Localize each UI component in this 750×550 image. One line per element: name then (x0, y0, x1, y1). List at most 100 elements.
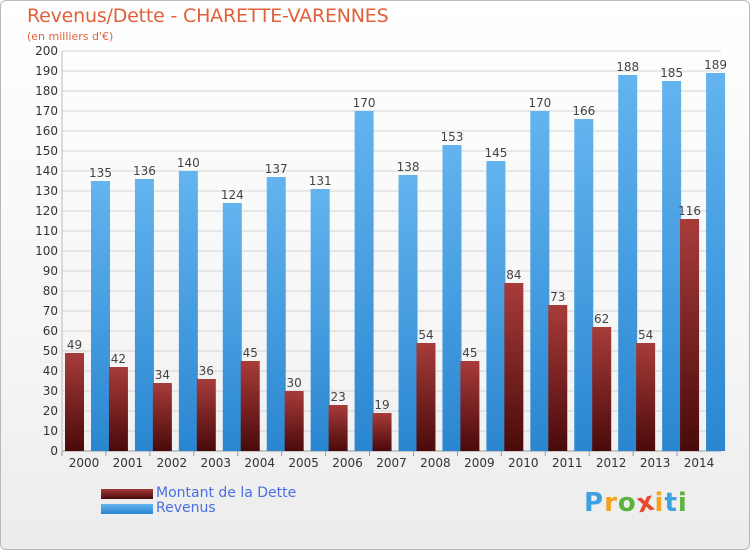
bar-debt (460, 361, 480, 451)
x-tick-label: 2004 (244, 456, 275, 470)
bar-debt (196, 379, 216, 451)
value-label-revenue: 153 (441, 130, 464, 144)
value-label-revenue: 166 (572, 104, 595, 118)
y-tick-label: 120 (35, 204, 58, 218)
value-label-debt: 73 (550, 290, 565, 304)
x-tick-label: 2012 (596, 456, 627, 470)
bar-revenue (354, 111, 374, 451)
y-tick-label: 20 (43, 404, 58, 418)
y-axis-ticks: 0 10 20 30 40 50 60 70 80 90 100 110 120 130 140 150 160… (35, 44, 58, 458)
logo-letter: P (584, 488, 605, 518)
bar-revenue (486, 161, 506, 451)
x-tick-label: 2007 (376, 456, 407, 470)
bar-revenue (662, 81, 682, 451)
x-tick-label: 2011 (552, 456, 583, 470)
value-label-revenue: 131 (309, 174, 332, 188)
bar-revenue (618, 75, 638, 451)
bars: 49 135 42 136 34 140 36 124 45 137 30 131 23 170 19 138… (65, 58, 727, 451)
x-tick-label: 2014 (684, 456, 715, 470)
bar-revenue (574, 119, 594, 451)
y-tick-label: 130 (35, 184, 58, 198)
value-label-debt: 36 (199, 364, 214, 378)
bar-debt (680, 219, 700, 451)
x-tick-label: 2001 (113, 456, 144, 470)
y-tick-label: 100 (35, 244, 58, 258)
y-tick-label: 0 (50, 444, 58, 458)
y-tick-label: 90 (43, 264, 58, 278)
value-label-revenue: 170 (528, 96, 551, 110)
x-axis-ticks: 2000 2001 2002 2003 2004 2005 2006 2007 2008 2009… (61, 451, 715, 470)
value-label-debt: 116 (678, 204, 701, 218)
y-tick-label: 80 (43, 284, 58, 298)
y-tick-label: 10 (43, 424, 58, 438)
logo-letter: t (664, 488, 678, 518)
legend-label-debt: Montant de la Dette (156, 485, 297, 501)
bar-revenue (134, 179, 154, 451)
y-tick-label: 40 (43, 364, 58, 378)
value-label-debt: 54 (638, 328, 653, 342)
value-label-debt: 23 (330, 390, 345, 404)
value-label-debt: 84 (506, 268, 521, 282)
y-tick-label: 110 (35, 224, 58, 238)
x-tick-label: 2000 (69, 456, 100, 470)
bar-debt (548, 305, 568, 451)
bar-revenue (91, 181, 110, 451)
bar-debt (592, 327, 612, 451)
legend-swatch-debt (101, 489, 153, 499)
y-tick-label: 150 (35, 144, 58, 158)
value-label-debt: 30 (287, 376, 302, 390)
value-label-revenue: 185 (660, 66, 683, 80)
bar-debt (636, 343, 656, 451)
x-tick-label: 2010 (508, 456, 539, 470)
x-tick-label: 2002 (157, 456, 188, 470)
chart-title: Revenus/Dette - CHARETTE-VARENNES (27, 5, 389, 27)
y-tick-label: 140 (35, 164, 58, 178)
bar-debt (328, 405, 348, 451)
y-tick-label: 190 (35, 64, 58, 78)
bar-revenue (530, 111, 550, 451)
bar-revenue (266, 177, 286, 451)
value-label-revenue: 124 (221, 188, 244, 202)
value-label-revenue: 188 (616, 60, 639, 74)
value-label-debt: 45 (243, 346, 258, 360)
y-tick-label: 200 (35, 44, 58, 58)
value-label-debt: 62 (594, 312, 609, 326)
value-label-revenue: 136 (133, 164, 156, 178)
x-tick-label: 2005 (288, 456, 319, 470)
y-tick-label: 180 (35, 84, 58, 98)
value-label-revenue: 140 (177, 156, 200, 170)
value-label-debt: 42 (111, 352, 126, 366)
bar-debt (504, 283, 524, 451)
y-tick-label: 70 (43, 304, 58, 318)
x-tick-label: 2013 (640, 456, 671, 470)
x-tick-label: 2006 (332, 456, 363, 470)
value-label-debt: 54 (418, 328, 433, 342)
bar-revenue (442, 145, 462, 451)
y-tick-label: 30 (43, 384, 58, 398)
logo-letter: i (654, 488, 665, 518)
value-label-debt: 19 (374, 398, 389, 412)
bar-revenue (706, 73, 726, 451)
bar-debt (65, 353, 84, 451)
y-tick-label: 50 (43, 344, 58, 358)
chart-subtitle: (en milliers d'€) (27, 30, 114, 43)
proxiti-logo: Proxiti (584, 486, 688, 519)
legend-swatch-revenue (101, 504, 153, 514)
x-tick-label: 2003 (200, 456, 231, 470)
bar-chart: 0 10 20 30 40 50 60 70 80 90 100 110 120 130 140 150 160… (35, 44, 727, 470)
bar-debt (284, 391, 304, 451)
bar-revenue (310, 189, 330, 451)
value-label-revenue: 170 (353, 96, 376, 110)
value-label-revenue: 145 (484, 146, 507, 160)
value-label-revenue: 189 (704, 58, 727, 72)
logo-letter: r (604, 488, 618, 518)
bar-debt (416, 343, 436, 451)
bar-debt (372, 413, 392, 451)
bar-revenue (178, 171, 198, 451)
value-label-debt: 49 (67, 338, 82, 352)
y-tick-label: 60 (43, 324, 58, 338)
value-label-revenue: 138 (397, 160, 420, 174)
x-tick-label: 2008 (420, 456, 451, 470)
y-tick-label: 170 (35, 104, 58, 118)
